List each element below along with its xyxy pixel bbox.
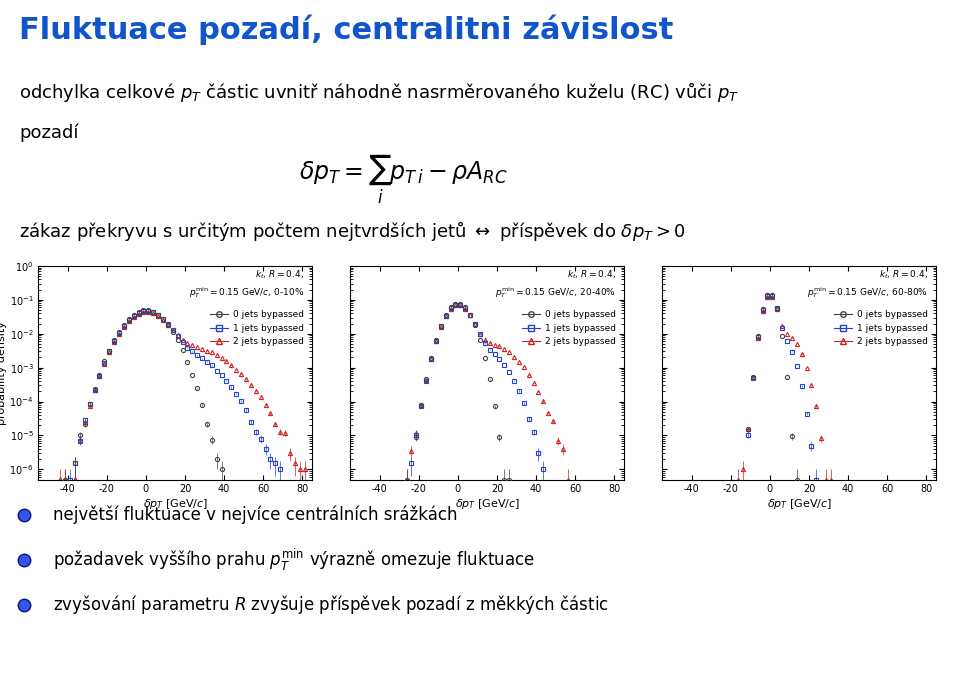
Text: $\delta p_T = \sum_i p_{T\,i} - \rho A_{RC}$: $\delta p_T = \sum_i p_{T\,i} - \rho A_{… (299, 152, 508, 206)
Legend: 0 jets bypassed, 1 jets bypassed, 2 jets bypassed: 0 jets bypassed, 1 jets bypassed, 2 jets… (518, 307, 619, 350)
Text: požadavek vyššího prahu $p_T^{\min}$ výrazně omezuje fluktuace: požadavek vyššího prahu $p_T^{\min}$ výr… (53, 547, 535, 573)
Text: Fluktuace pozadí, centralitni závislost: Fluktuace pozadí, centralitni závislost (19, 15, 674, 46)
Text: odchylka celkové $p_T$ částic uvnitř náhodně nasrměrovaného kuželu (RC) vůči $p_: odchylka celkové $p_T$ částic uvnitř náh… (19, 80, 739, 104)
Text: Studium produkce jetů v ALICE: Studium produkce jetů v ALICE (383, 662, 577, 676)
Text: $k_t$, $R = 0.4$,
$p_T^{\min} = 0.15$ GeV/$c$, 20-40%: $k_t$, $R = 0.4$, $p_T^{\min} = 0.15$ Ge… (495, 268, 615, 300)
Text: $k_t$, $R = 0.4$,
$p_T^{\min} = 0.15$ GeV/$c$, 0-10%: $k_t$, $R = 0.4$, $p_T^{\min} = 0.15$ Ge… (189, 268, 303, 300)
X-axis label: $\delta p_T$ [GeV/$c$]: $\delta p_T$ [GeV/$c$] (767, 497, 831, 511)
Text: největší fluktuace v nejvíce centrálních srážkách: největší fluktuace v nejvíce centrálních… (53, 506, 457, 524)
X-axis label: $\delta p_T$ [GeV/$c$]: $\delta p_T$ [GeV/$c$] (143, 497, 207, 511)
Text: zákaz překryvu s určitým počtem nejtvrdších jetů $\leftrightarrow$ příspěvek do : zákaz překryvu s určitým počtem nejtvrdš… (19, 219, 686, 244)
Legend: 0 jets bypassed, 1 jets bypassed, 2 jets bypassed: 0 jets bypassed, 1 jets bypassed, 2 jets… (206, 307, 307, 350)
Text: pozadí: pozadí (19, 123, 79, 142)
Y-axis label: probability density: probability density (0, 321, 7, 425)
Legend: 0 jets bypassed, 1 jets bypassed, 2 jets bypassed: 0 jets bypassed, 1 jets bypassed, 2 jets… (830, 307, 931, 350)
Text: Vít Kučera  (MFF UK, ÚJF AV ČR): Vít Kučera (MFF UK, ÚJF AV ČR) (19, 661, 217, 676)
Text: $k_t$, $R = 0.4$,
$p_T^{\min} = 0.15$ GeV/$c$, 60-80%: $k_t$, $R = 0.4$, $p_T^{\min} = 0.15$ Ge… (807, 268, 927, 300)
Text: 4. září 2012    17 / 30: 4. září 2012 17 / 30 (806, 662, 941, 675)
Text: zvyšování parametru $R$ zvyšuje příspěvek pozadí z měkkých částic: zvyšování parametru $R$ zvyšuje příspěve… (53, 594, 609, 616)
X-axis label: $\delta p_T$ [GeV/$c$]: $\delta p_T$ [GeV/$c$] (455, 497, 519, 511)
